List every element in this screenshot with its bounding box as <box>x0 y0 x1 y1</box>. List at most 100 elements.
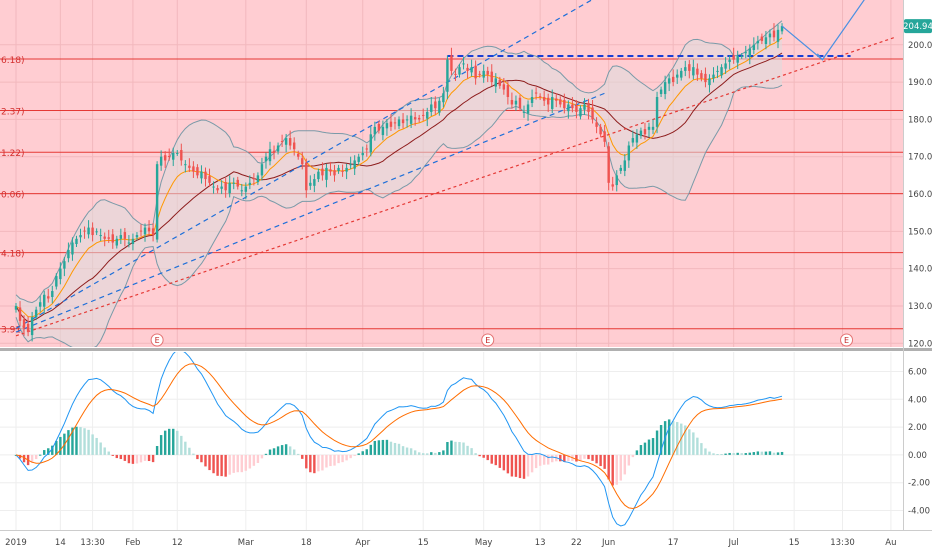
candle[interactable] <box>280 134 284 148</box>
candle[interactable] <box>663 75 667 100</box>
candle[interactable] <box>603 124 606 148</box>
candle[interactable] <box>430 97 433 117</box>
candle[interactable] <box>349 156 352 170</box>
candle[interactable] <box>34 306 38 321</box>
earnings-marker[interactable]: E <box>150 333 164 347</box>
candle[interactable] <box>99 228 102 242</box>
candle[interactable] <box>466 63 469 79</box>
candle[interactable] <box>301 151 304 170</box>
candle[interactable] <box>546 93 550 112</box>
candle[interactable] <box>514 95 518 111</box>
candle[interactable] <box>688 60 691 79</box>
candle[interactable] <box>79 228 82 243</box>
candle[interactable] <box>397 116 401 130</box>
candle[interactable] <box>276 142 280 155</box>
candle[interactable] <box>127 235 131 248</box>
candle[interactable] <box>720 64 723 79</box>
candle[interactable] <box>216 185 219 194</box>
candle[interactable] <box>567 100 570 119</box>
candle[interactable] <box>212 181 215 194</box>
candle[interactable] <box>643 122 647 140</box>
candle[interactable] <box>736 50 739 70</box>
candle[interactable] <box>163 151 167 168</box>
candle[interactable] <box>534 87 538 100</box>
candle[interactable] <box>498 76 502 89</box>
candle[interactable] <box>244 182 248 200</box>
candle[interactable] <box>401 113 405 129</box>
candle[interactable] <box>579 105 582 120</box>
candle[interactable] <box>196 164 199 179</box>
candle[interactable] <box>752 37 756 55</box>
candle[interactable] <box>159 150 163 171</box>
candle[interactable] <box>438 97 441 116</box>
candle[interactable] <box>87 220 90 239</box>
candle[interactable] <box>59 262 62 285</box>
candle[interactable] <box>38 295 42 312</box>
candle[interactable] <box>724 57 727 74</box>
candle[interactable] <box>776 24 780 49</box>
candle[interactable] <box>635 129 639 149</box>
candle[interactable] <box>748 44 752 65</box>
candle[interactable] <box>329 161 332 176</box>
candle[interactable] <box>680 67 683 81</box>
candle[interactable] <box>337 164 340 174</box>
candle[interactable] <box>208 168 211 187</box>
candle[interactable] <box>538 93 542 100</box>
candle[interactable] <box>744 45 747 59</box>
candle[interactable] <box>627 141 631 168</box>
candle[interactable] <box>83 226 86 239</box>
candle[interactable] <box>103 232 106 247</box>
candle[interactable] <box>393 117 397 130</box>
candle[interactable] <box>651 119 655 134</box>
candle[interactable] <box>240 183 243 197</box>
candle[interactable] <box>446 55 449 100</box>
candle[interactable] <box>325 163 328 188</box>
candle[interactable] <box>716 65 719 78</box>
candle[interactable] <box>377 120 381 134</box>
candle[interactable] <box>55 273 58 290</box>
candle[interactable] <box>357 153 360 165</box>
candle[interactable] <box>232 177 235 190</box>
candle[interactable] <box>591 99 594 124</box>
candle[interactable] <box>18 301 22 327</box>
candle[interactable] <box>422 108 425 121</box>
candle[interactable] <box>639 127 643 139</box>
candle[interactable] <box>333 164 336 182</box>
candle[interactable] <box>659 86 663 98</box>
candle[interactable] <box>732 47 735 64</box>
candle[interactable] <box>728 55 731 70</box>
candle[interactable] <box>599 123 602 138</box>
candle[interactable] <box>454 68 457 81</box>
candle[interactable] <box>522 105 526 118</box>
candle[interactable] <box>551 89 554 114</box>
candle[interactable] <box>135 232 139 241</box>
candle[interactable] <box>252 173 256 186</box>
candle[interactable] <box>71 237 74 261</box>
candle[interactable] <box>559 96 562 108</box>
candle[interactable] <box>385 119 389 136</box>
candle[interactable] <box>530 89 534 108</box>
candle[interactable] <box>47 288 50 303</box>
candle[interactable] <box>200 165 203 184</box>
candle[interactable] <box>75 235 78 248</box>
candle[interactable] <box>583 98 586 115</box>
candle[interactable] <box>361 146 364 161</box>
candle[interactable] <box>655 91 659 134</box>
candle[interactable] <box>700 70 703 82</box>
candle[interactable] <box>268 141 272 166</box>
candle[interactable] <box>458 64 461 78</box>
candle[interactable] <box>450 47 453 75</box>
candle[interactable] <box>772 23 776 42</box>
candle[interactable] <box>115 235 119 249</box>
candle[interactable] <box>272 145 276 160</box>
earnings-marker[interactable]: E <box>840 333 854 347</box>
candle[interactable] <box>43 290 46 315</box>
candle[interactable] <box>369 126 373 157</box>
candle[interactable] <box>220 180 223 195</box>
candle[interactable] <box>228 175 231 198</box>
candle[interactable] <box>143 223 147 242</box>
candle[interactable] <box>692 59 695 80</box>
candle[interactable] <box>405 115 409 128</box>
candle[interactable] <box>486 66 489 83</box>
candle[interactable] <box>373 121 377 141</box>
